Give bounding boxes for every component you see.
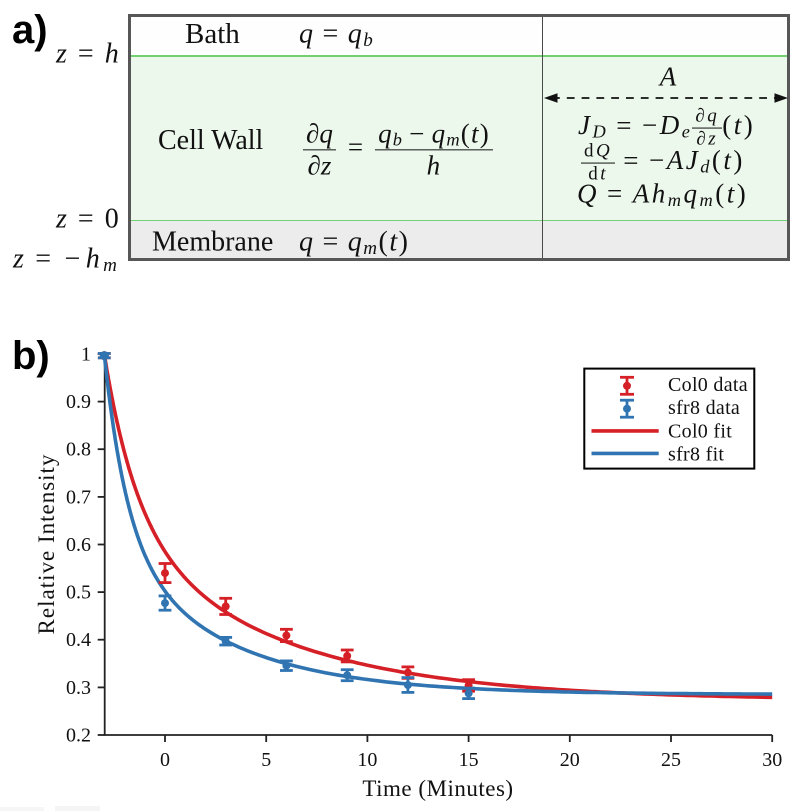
svg-text:25: 25 — [661, 749, 681, 771]
svg-text:1: 1 — [81, 344, 91, 366]
svg-text:sfr8 data: sfr8 data — [668, 397, 740, 419]
svg-text:Col0 fit: Col0 fit — [668, 421, 732, 443]
svg-text:0.8: 0.8 — [66, 439, 91, 461]
svg-text:15: 15 — [459, 749, 479, 771]
svg-text:sfr8 fit: sfr8 fit — [668, 444, 724, 466]
svg-text:Relative Intensity: Relative Intensity — [34, 454, 59, 635]
svg-text:0.9: 0.9 — [66, 391, 91, 413]
svg-text:Col0 data: Col0 data — [668, 374, 748, 396]
svg-text:0: 0 — [160, 749, 170, 771]
svg-text:30: 30 — [762, 749, 782, 771]
svg-text:Time (Minutes): Time (Minutes) — [362, 776, 513, 801]
svg-text:0.6: 0.6 — [66, 534, 91, 556]
svg-text:5: 5 — [261, 749, 271, 771]
svg-text:0.7: 0.7 — [66, 486, 91, 508]
svg-text:0.3: 0.3 — [66, 677, 91, 699]
svg-text:0.5: 0.5 — [66, 582, 91, 604]
svg-text:0.4: 0.4 — [66, 629, 91, 651]
svg-text:0.2: 0.2 — [66, 725, 91, 747]
svg-text:10: 10 — [357, 749, 377, 771]
svg-text:20: 20 — [560, 749, 580, 771]
